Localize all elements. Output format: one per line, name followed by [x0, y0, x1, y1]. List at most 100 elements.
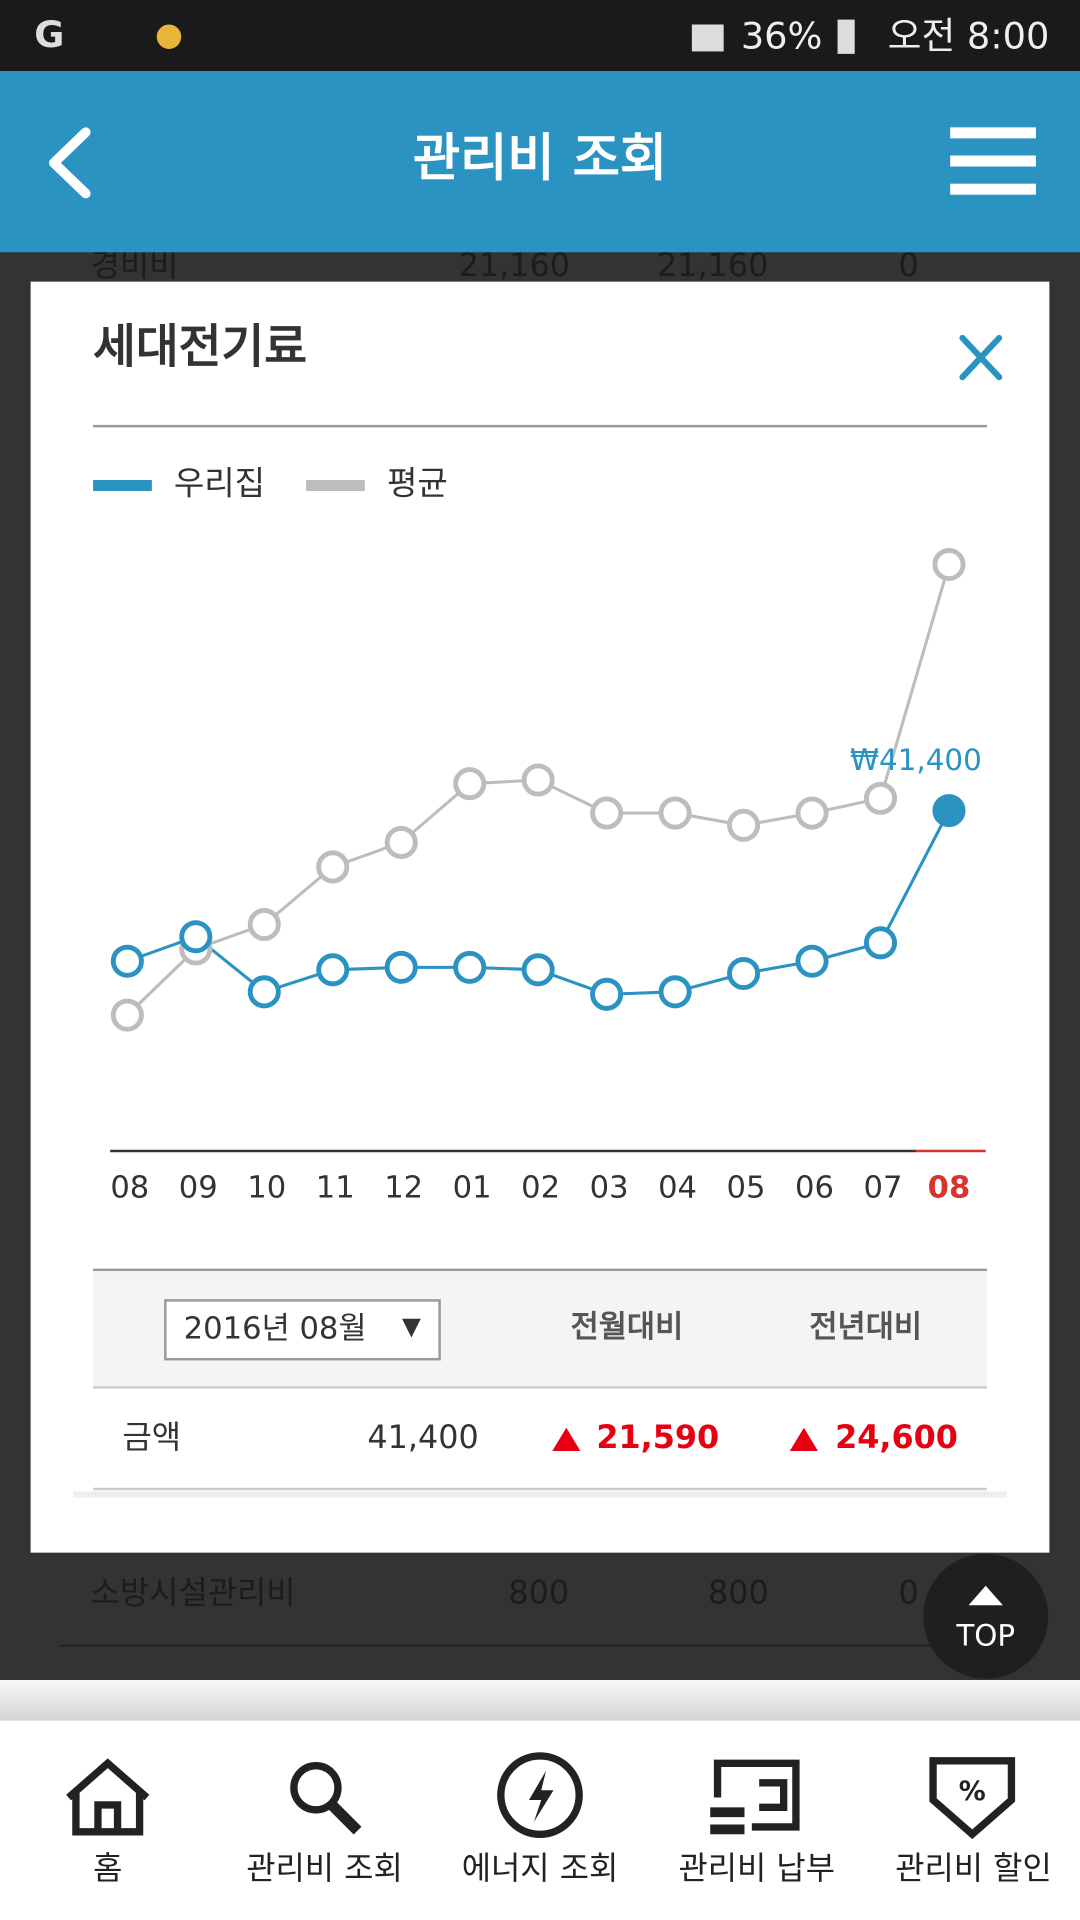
nav-labels: 홈 관리비 조회 에너지 조회 관리비 납부 관리비 할인	[93, 1849, 1052, 1887]
data-point	[863, 926, 898, 960]
nav-item[interactable]: 관리비 조회	[246, 1849, 403, 1887]
x-tick-label: 06	[795, 1170, 834, 1205]
status-icon: G	[34, 13, 64, 56]
bg-cell: 경비비	[91, 246, 179, 284]
x-tick-label: 05	[727, 1170, 766, 1205]
x-tick-label: 08	[928, 1170, 971, 1205]
data-point	[795, 944, 829, 978]
search-handle	[327, 1801, 362, 1835]
data-point	[110, 998, 144, 1032]
card	[710, 1807, 745, 1818]
period-value: 2016년 08월	[184, 1311, 367, 1346]
x-tick-label: 08	[110, 1170, 149, 1205]
bg-cell: 21,160	[657, 246, 768, 284]
x-tick-label: 12	[384, 1170, 423, 1205]
menu-bar	[950, 155, 1036, 167]
data-point	[727, 956, 761, 990]
bg-cell: 800	[708, 1573, 769, 1611]
back-button[interactable]	[48, 127, 91, 199]
bg-cell: 0	[898, 246, 918, 284]
data-point	[521, 953, 555, 987]
legend-swatch	[93, 480, 152, 492]
table-heading: 전년대비	[809, 1310, 922, 1345]
x-tick-label: 01	[453, 1170, 492, 1205]
header-title: 관리비 조회	[413, 129, 667, 189]
x-tick-label: 03	[590, 1170, 629, 1205]
bg-cell: 0	[898, 1573, 918, 1611]
data-point	[247, 975, 281, 1009]
data-point	[727, 808, 761, 842]
data-point	[521, 763, 555, 797]
weather-icon	[156, 24, 182, 49]
signal-icon	[691, 24, 724, 52]
data-point	[590, 977, 624, 1011]
dropdown-arrow: ▼	[402, 1311, 421, 1340]
data-point	[658, 975, 692, 1009]
data-point	[795, 796, 829, 830]
legend-label: 우리집	[174, 463, 265, 502]
x-tick-label: 09	[179, 1170, 218, 1205]
x-tick-label: 02	[521, 1170, 560, 1205]
year-diff: 24,600	[835, 1418, 958, 1456]
background-table: 경비비 21,160 21,160 0 소방시설관리비 800 800 0	[91, 246, 919, 1611]
top-button[interactable]	[923, 1553, 1049, 1679]
battery-icon	[837, 19, 855, 54]
data-point	[932, 794, 966, 828]
nav-icons	[66, 1752, 1016, 1840]
x-tick-label: 04	[658, 1170, 697, 1205]
pay-icon	[713, 1759, 800, 1831]
close-stroke	[959, 334, 1003, 381]
nav-item[interactable]: 홈	[93, 1849, 122, 1887]
energy-icon	[497, 1752, 583, 1838]
row-label: 금액	[122, 1418, 181, 1456]
legend-swatch	[306, 480, 365, 492]
close-button[interactable]	[959, 334, 1003, 381]
popup-title: 세대전기료	[93, 320, 307, 374]
data-point	[110, 944, 144, 978]
increase-icon	[552, 1427, 581, 1452]
percent-glyph: %	[959, 1776, 986, 1807]
search-icon	[290, 1762, 342, 1814]
month-diff: 21,590	[596, 1418, 719, 1456]
top-label: TOP	[955, 1619, 1015, 1653]
data-point	[590, 796, 624, 830]
period-select[interactable]	[164, 1299, 441, 1361]
menu-bar	[950, 127, 1036, 139]
nav-shadow	[0, 1680, 1080, 1721]
clock: 오전 8:00	[888, 14, 1050, 57]
discount-icon	[929, 1757, 1016, 1840]
bg-cell: 21,160	[459, 246, 570, 284]
value-label: ₩41,400	[850, 743, 982, 777]
data-point	[863, 781, 898, 815]
data-point	[658, 796, 692, 830]
bg-cell: 800	[508, 1573, 569, 1611]
data-point	[179, 920, 213, 954]
chart: 우리집 평균 08 09 10 11 12 01 02 03 04 05 06 07 08 ₩41,400	[93, 463, 986, 1205]
nav-item[interactable]: 에너지 조회	[462, 1849, 619, 1887]
x-tick-label: 10	[247, 1170, 286, 1205]
data-point	[316, 850, 350, 884]
bolt	[528, 1770, 554, 1823]
nav-item[interactable]: 관리비 할인	[895, 1849, 1052, 1887]
legend-label: 평균	[387, 463, 448, 502]
table-heading: 전월대비	[571, 1310, 684, 1345]
menu-button[interactable]	[950, 127, 1036, 195]
data-point	[316, 953, 350, 987]
menu-bar	[950, 183, 1036, 195]
data-point	[932, 547, 966, 582]
battery-text: 36%	[741, 14, 823, 57]
nav-item[interactable]: 관리비 납부	[678, 1849, 835, 1887]
data-point	[453, 950, 487, 984]
x-tick-label: 07	[863, 1170, 902, 1205]
table-shadow	[73, 1491, 1007, 1498]
row-amount: 41,400	[367, 1418, 478, 1456]
home-icon	[66, 1758, 150, 1836]
data-point	[384, 950, 418, 984]
card	[710, 1824, 745, 1835]
bottom-nav	[0, 1720, 1080, 1920]
app-header	[0, 71, 1080, 253]
data-point	[247, 907, 281, 942]
data-point	[384, 825, 418, 859]
